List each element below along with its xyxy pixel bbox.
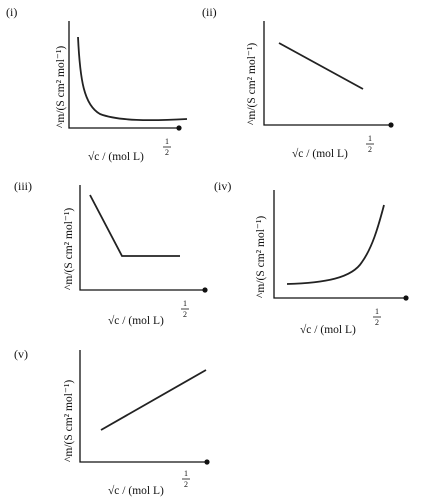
panel-i-exponent-denominator: 2 <box>165 148 169 157</box>
panel-iv-x-axis-label: √c / (mol L) <box>300 323 356 336</box>
panel-v-curve <box>100 369 207 431</box>
panel-iv-curve <box>286 204 385 285</box>
panel-iv-label: (iv) <box>214 179 231 193</box>
panel-i-exponent-numerator: 1 <box>165 137 169 146</box>
panel-iii-y-axis-label: ^m/(S cm² mol⁻¹) <box>63 208 75 290</box>
panel-i: (i) ^m/(S cm² mol⁻¹) √c / (mol L) 1 2 <box>6 5 188 163</box>
panel-ii-exponent-numerator: 1 <box>368 134 372 143</box>
panel-v-label: (v) <box>14 347 28 361</box>
panel-iii-axis-end-dot <box>202 287 208 293</box>
panel-iv-y-axis-label: ^m/(S cm² mol⁻¹) <box>255 216 267 298</box>
panel-iv: (iv) ^m/(S cm² mol⁻¹) √c / (mol L) 1 2 <box>214 179 409 336</box>
panel-i-x-axis-label: √c / (mol L) <box>88 150 144 163</box>
panel-ii-curve <box>278 42 364 90</box>
panel-ii-axis-end-dot <box>388 122 394 128</box>
panel-i-y-axis-label: ^m/(S cm² mol⁻¹) <box>55 46 67 128</box>
panel-ii-x-axis-label: √c / (mol L) <box>292 147 348 160</box>
panel-v-axis-end-dot <box>204 459 210 465</box>
panel-v-y-axis-label: ^m/(S cm² mol⁻¹) <box>63 380 75 462</box>
panel-iii-curve <box>89 194 180 257</box>
panel-iii-axes <box>79 185 205 291</box>
panel-ii-exponent-denominator: 2 <box>368 145 372 154</box>
panel-iii-exponent-numerator: 1 <box>183 299 187 308</box>
panel-v: (v) ^m/(S cm² mol⁻¹) √c / (mol L) 1 2 <box>14 347 210 497</box>
panel-iii-x-axis-label: √c / (mol L) <box>108 314 164 327</box>
panel-i-curve <box>77 36 188 122</box>
panel-iv-axes <box>273 190 406 299</box>
panel-iv-axis-end-dot <box>403 295 409 301</box>
panel-iii: (iii) ^m/(S cm² mol⁻¹) √c / (mol L) 1 2 <box>14 179 208 327</box>
panel-v-x-axis-label: √c / (mol L) <box>108 484 164 497</box>
panel-v-exponent-denominator: 2 <box>184 480 188 489</box>
panel-v-exponent-numerator: 1 <box>184 469 188 478</box>
panel-iv-exponent-numerator: 1 <box>375 307 379 316</box>
panel-i-axes <box>68 21 179 129</box>
panel-i-label: (i) <box>6 5 17 19</box>
panel-ii: (ii) ^m/(S cm² mol⁻¹) √c / (mol L) 1 2 <box>202 5 394 160</box>
panel-iii-label: (iii) <box>14 179 32 193</box>
panel-v-axes <box>79 350 207 463</box>
panel-ii-axes <box>263 21 391 126</box>
panel-ii-y-axis-label: ^m/(S cm² mol⁻¹) <box>246 43 258 125</box>
panel-i-axis-end-dot <box>176 125 182 131</box>
panel-iv-exponent-denominator: 2 <box>375 318 379 327</box>
panel-iii-exponent-denominator: 2 <box>183 310 187 319</box>
panel-ii-label: (ii) <box>202 5 217 19</box>
